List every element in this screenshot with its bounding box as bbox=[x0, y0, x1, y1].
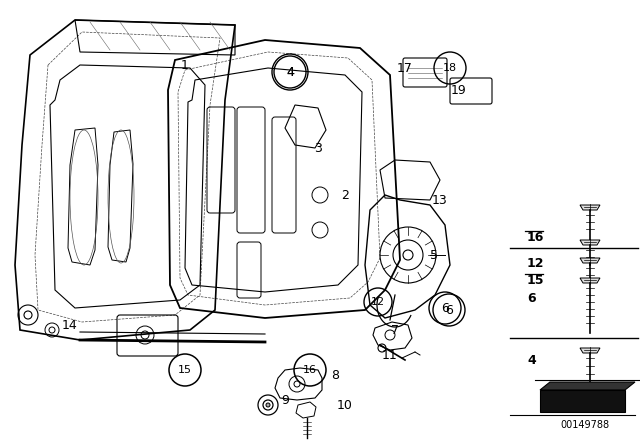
Text: 16: 16 bbox=[303, 365, 317, 375]
Text: 5: 5 bbox=[430, 249, 438, 262]
Circle shape bbox=[266, 403, 270, 407]
Text: 16: 16 bbox=[527, 231, 545, 244]
Text: 19: 19 bbox=[451, 83, 467, 96]
Text: 6: 6 bbox=[527, 292, 536, 305]
Text: 1: 1 bbox=[181, 59, 189, 72]
Text: 9: 9 bbox=[281, 393, 289, 406]
Text: 4: 4 bbox=[286, 65, 294, 78]
Text: 6: 6 bbox=[445, 303, 453, 316]
Text: 18: 18 bbox=[443, 63, 457, 73]
Text: 00149788: 00149788 bbox=[561, 420, 609, 430]
Text: 8: 8 bbox=[331, 369, 339, 382]
Text: 6: 6 bbox=[441, 302, 449, 314]
Text: 3: 3 bbox=[314, 142, 322, 155]
Polygon shape bbox=[580, 205, 600, 210]
Text: 4: 4 bbox=[286, 65, 294, 78]
Text: 10: 10 bbox=[337, 399, 353, 412]
Text: 4: 4 bbox=[527, 353, 536, 366]
Polygon shape bbox=[580, 278, 600, 283]
Text: 2: 2 bbox=[341, 189, 349, 202]
Text: 12: 12 bbox=[371, 297, 385, 307]
Text: 12: 12 bbox=[527, 257, 545, 270]
Text: 15: 15 bbox=[527, 273, 545, 287]
Text: 14: 14 bbox=[62, 319, 78, 332]
Polygon shape bbox=[580, 258, 600, 263]
Text: 7: 7 bbox=[391, 323, 399, 336]
Polygon shape bbox=[580, 348, 600, 353]
Polygon shape bbox=[540, 390, 625, 412]
Polygon shape bbox=[580, 240, 600, 245]
Text: 17: 17 bbox=[397, 61, 413, 74]
Polygon shape bbox=[540, 382, 635, 390]
Text: 15: 15 bbox=[178, 365, 192, 375]
Text: 13: 13 bbox=[432, 194, 448, 207]
Text: 11: 11 bbox=[382, 349, 398, 362]
